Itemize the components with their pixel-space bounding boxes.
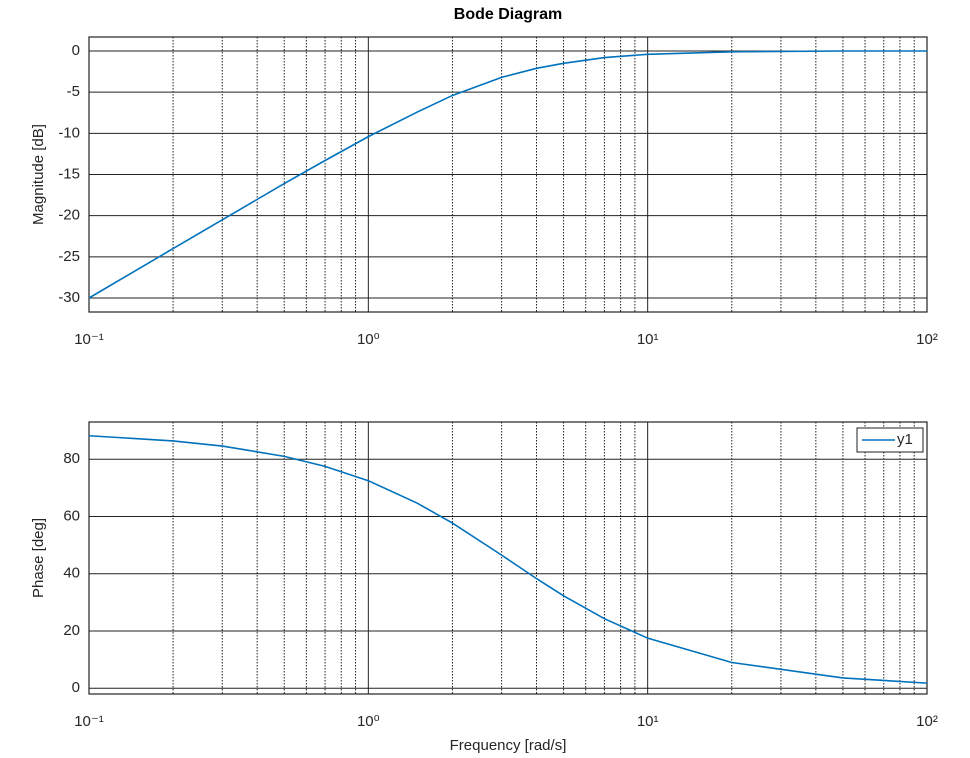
y-axis-label: Magnitude [dB] bbox=[30, 124, 47, 225]
y-axis-label: Phase [deg] bbox=[30, 518, 47, 598]
x-axis-label: Frequency [rad/s] bbox=[450, 737, 567, 754]
data-line bbox=[88, 434, 928, 684]
x-tick-label: 10⁻¹ bbox=[74, 331, 104, 348]
y-tick-label: -5 bbox=[67, 83, 80, 100]
x-tick-label: 10⁻¹ bbox=[74, 713, 104, 730]
y-tick-label: -10 bbox=[58, 124, 80, 141]
x-tick-label: 10⁰ bbox=[357, 331, 380, 348]
y-tick-label: -25 bbox=[58, 248, 80, 265]
y-tick-label: 80 bbox=[63, 450, 80, 467]
y-tick-label: 60 bbox=[63, 507, 80, 524]
data-line bbox=[88, 50, 927, 299]
y-tick-label: 0 bbox=[72, 679, 80, 696]
y-tick-label: 20 bbox=[63, 622, 80, 639]
plot-area bbox=[89, 422, 927, 694]
y-tick-label: 40 bbox=[63, 565, 80, 582]
chart-title: Bode Diagram bbox=[454, 6, 562, 23]
y-tick-label: -30 bbox=[58, 289, 80, 306]
axes-box bbox=[88, 421, 928, 695]
y-tick-label: -20 bbox=[58, 207, 80, 224]
x-tick-label: 10¹ bbox=[637, 331, 659, 348]
axes-box bbox=[88, 36, 928, 313]
x-tick-label: 10² bbox=[916, 331, 938, 348]
x-tick-label: 10² bbox=[916, 713, 938, 730]
y-tick-label: 0 bbox=[72, 42, 80, 59]
legend-label: y1 bbox=[897, 431, 913, 448]
x-tick-label: 10⁰ bbox=[357, 713, 380, 730]
x-tick-label: 10¹ bbox=[637, 713, 659, 730]
y-tick-label: -15 bbox=[58, 165, 80, 182]
